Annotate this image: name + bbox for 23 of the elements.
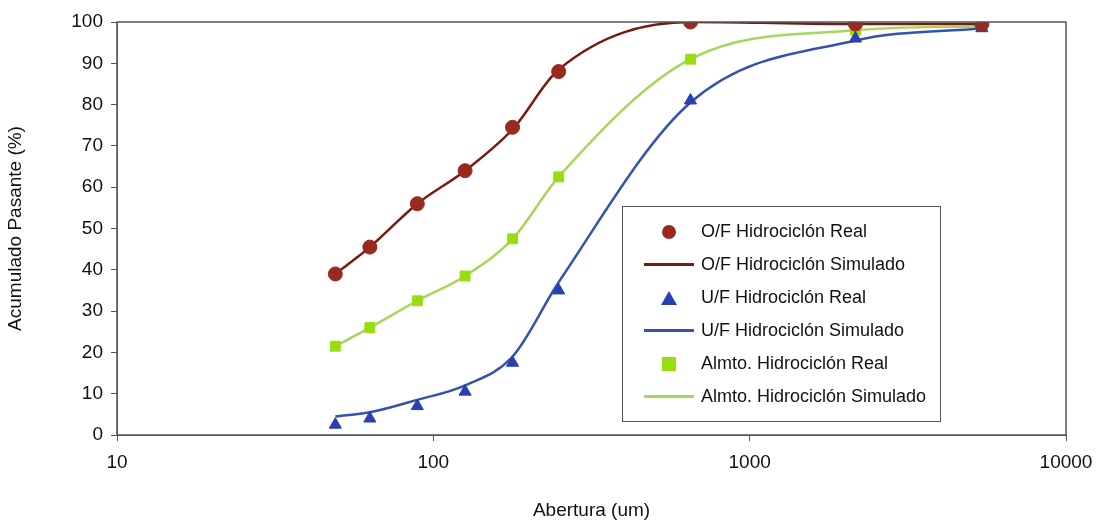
y-tick-label: 20 bbox=[81, 340, 103, 362]
x-tick-label: 10000 bbox=[1039, 450, 1093, 472]
legend-label: Almto. Hidrociclón Real bbox=[701, 353, 889, 374]
x-tick-label: 100 bbox=[417, 450, 450, 472]
x-tick-label: 10 bbox=[106, 450, 128, 472]
y-tick-label: 60 bbox=[81, 175, 103, 197]
legend-label: Almto. Hidrociclón Simulado bbox=[701, 386, 927, 407]
y-tick-label: 80 bbox=[81, 92, 103, 114]
legend-label: U/F Hidrociclón Real bbox=[701, 287, 867, 308]
y-tick-label: 70 bbox=[81, 134, 103, 156]
x-tick-label: 1000 bbox=[728, 450, 771, 472]
legend-label: U/F Hidrociclón Simulado bbox=[701, 320, 905, 341]
y-tick-label: 90 bbox=[81, 51, 103, 73]
y-tick-label: 40 bbox=[81, 258, 103, 280]
y-tick-label: 30 bbox=[81, 299, 103, 321]
x-axis-title: Abertura (um) bbox=[532, 498, 651, 520]
y-axis-title: Acumulado Pasante (%) bbox=[3, 126, 25, 331]
y-tick-label: 100 bbox=[71, 10, 103, 32]
legend-label: O/F Hidrociclón Simulado bbox=[701, 254, 906, 275]
y-tick-label: 50 bbox=[81, 216, 103, 238]
y-tick-label: 0 bbox=[92, 423, 103, 445]
legend-label: O/F Hidrociclón Real bbox=[701, 221, 868, 242]
y-tick-label: 10 bbox=[81, 381, 103, 403]
